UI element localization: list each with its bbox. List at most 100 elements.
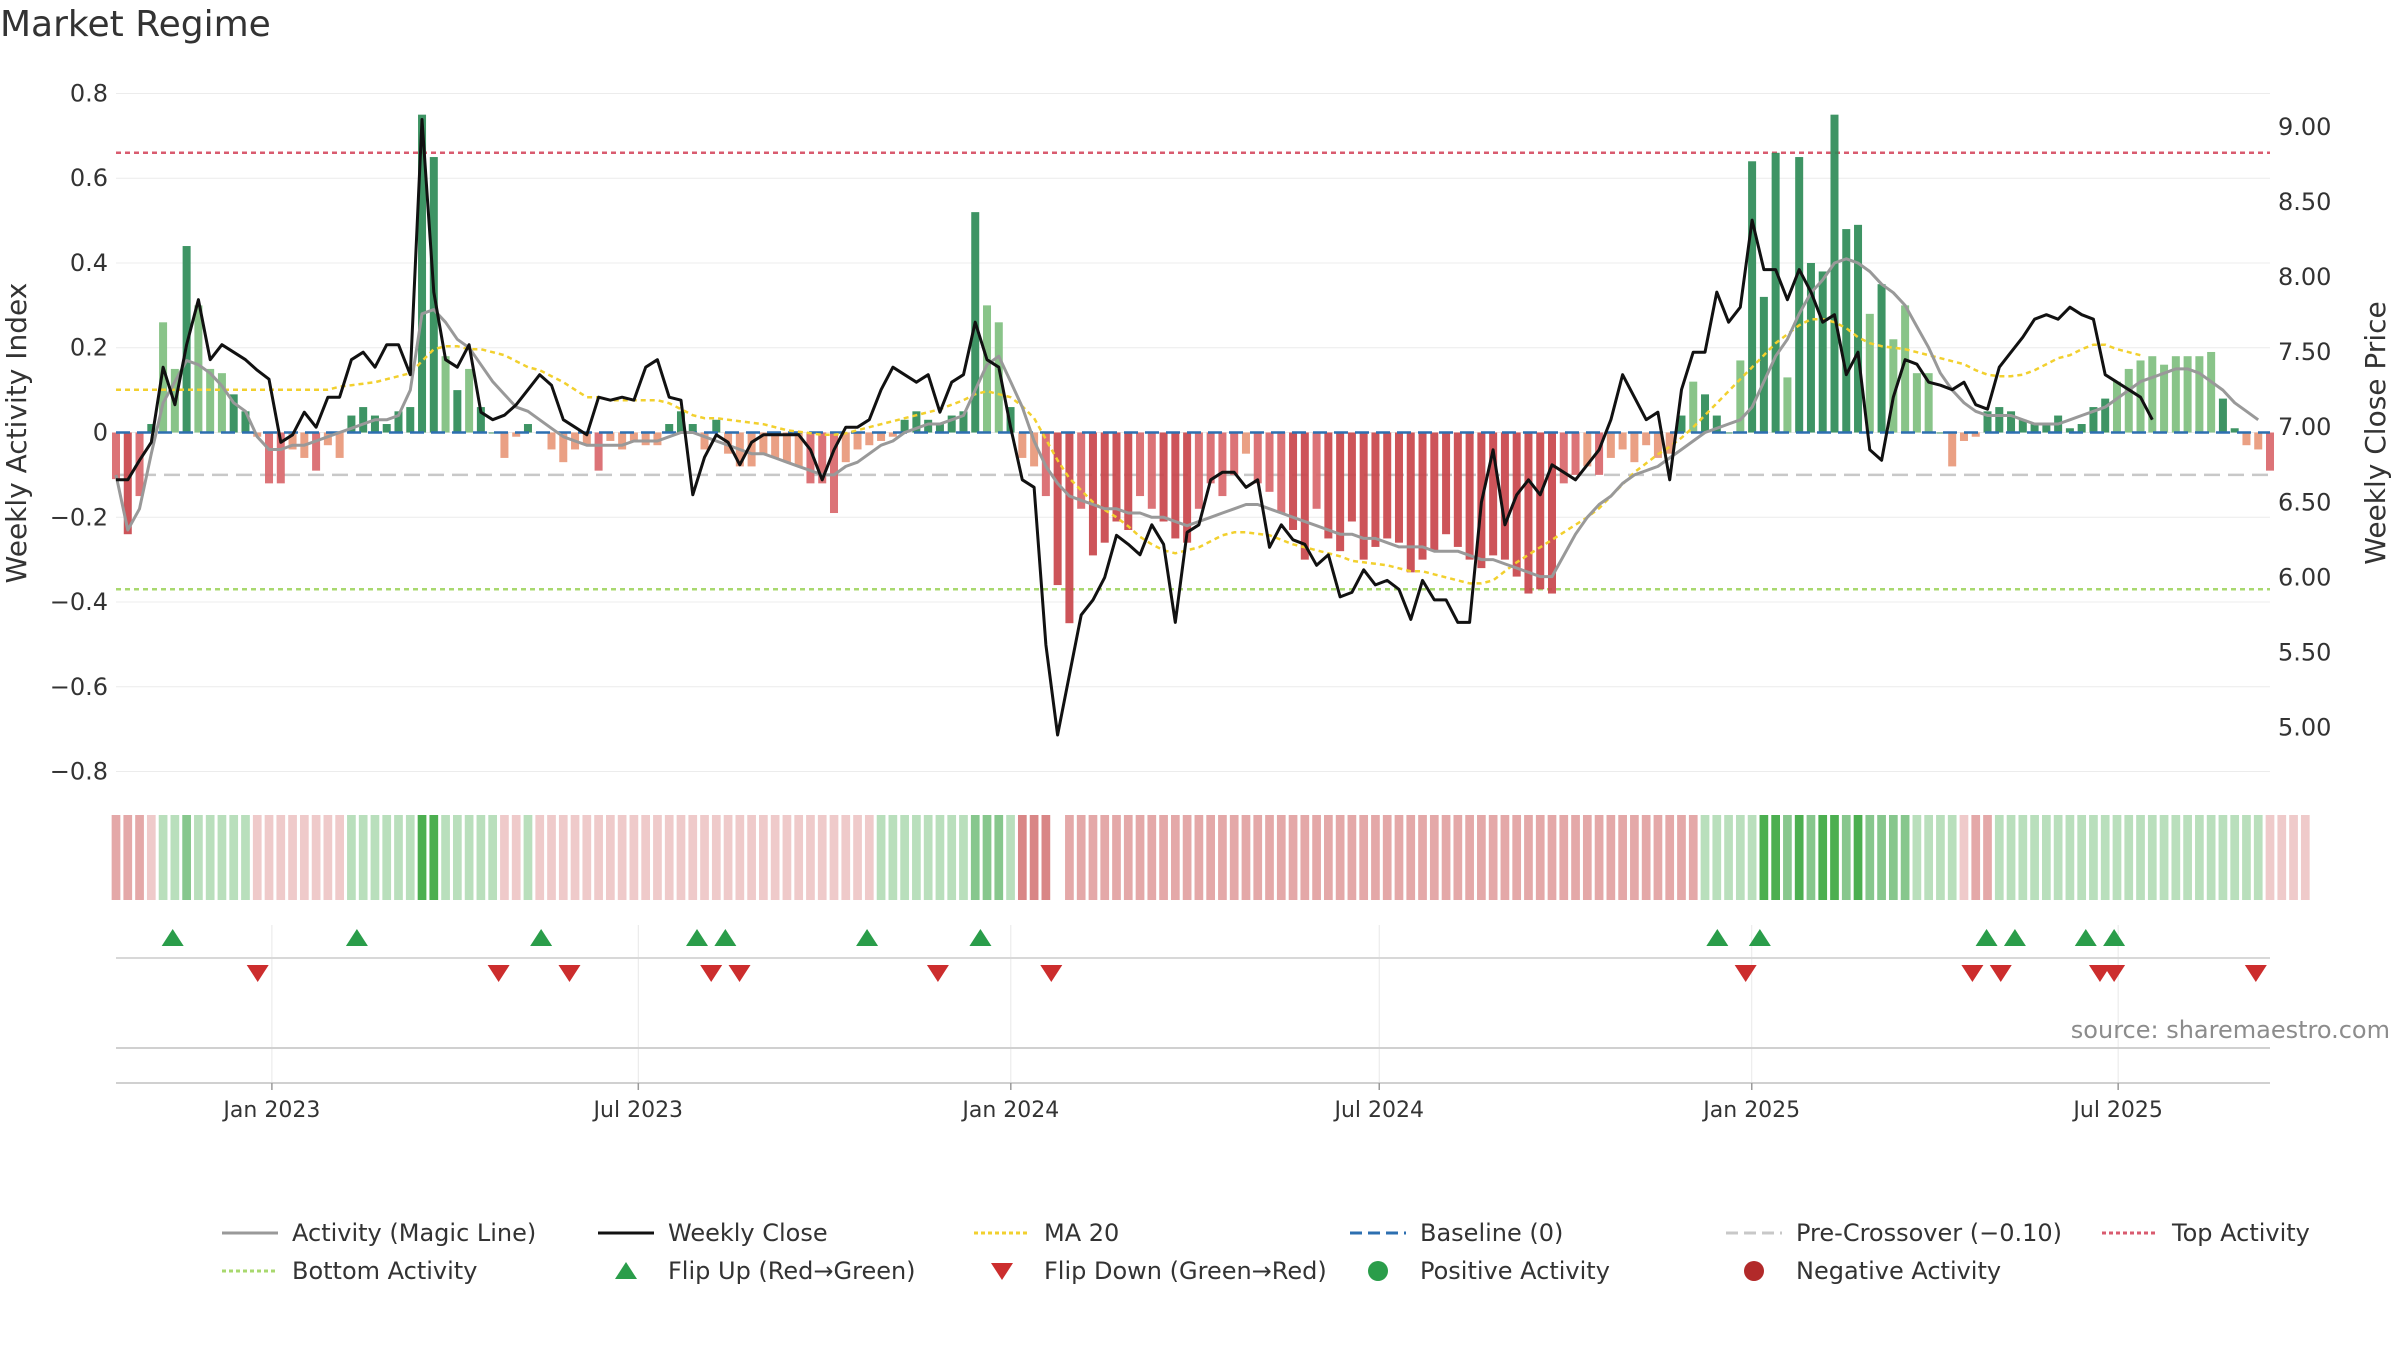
- regime-cell: [1229, 815, 1239, 900]
- activity-bar: [2007, 411, 2016, 433]
- activity-bar: [229, 394, 238, 433]
- activity-bar: [594, 432, 603, 471]
- regime-cell: [217, 815, 227, 900]
- activity-bar: [1771, 152, 1780, 433]
- legend-label: Weekly Close: [668, 1219, 828, 1247]
- regime-cell: [641, 815, 651, 900]
- regime-cell: [194, 815, 203, 900]
- regime-cell: [441, 815, 450, 900]
- weekly-close-line: [116, 118, 2154, 737]
- flip-down-marker: [1989, 965, 2012, 982]
- activity-bar: [123, 432, 132, 535]
- activity-bar: [983, 305, 992, 433]
- regime-cell: [888, 815, 898, 900]
- flip-down-marker: [558, 965, 581, 982]
- activity-bar: [418, 114, 427, 433]
- activity-bar: [1606, 432, 1615, 458]
- regime-cell: [1747, 815, 1757, 900]
- x-tick-label: Jan 2025: [1701, 1098, 1800, 1123]
- regime-cell: [488, 815, 498, 900]
- activity-bar: [476, 407, 485, 433]
- activity-bar: [2242, 432, 2251, 446]
- y2-tick-label: 6.00: [2278, 563, 2331, 591]
- regime-cell: [2230, 815, 2240, 900]
- regime-cell: [1100, 815, 1110, 900]
- regime-cell: [1853, 815, 1863, 900]
- activity-bar: [1359, 432, 1368, 560]
- regime-cell: [1712, 815, 1722, 900]
- source-note: source: sharemaestro.com: [2070, 1016, 2390, 1044]
- flip-down-marker: [487, 965, 510, 982]
- activity-bar: [1618, 432, 1627, 450]
- flip-up-marker: [1748, 929, 1771, 946]
- regime-cell: [2030, 815, 2039, 900]
- activity-bar: [2218, 398, 2227, 433]
- regime-cell: [629, 815, 639, 900]
- regime-cell: [1900, 815, 1910, 900]
- regime-cell: [1394, 815, 1404, 900]
- regime-cell: [511, 815, 521, 900]
- activity-bar: [1253, 432, 1262, 484]
- regime-cell: [1017, 815, 1027, 900]
- regime-cell: [1630, 815, 1639, 900]
- regime-cell: [1135, 815, 1145, 900]
- flip-up-marker: [1975, 929, 1998, 946]
- activity-bar: [2042, 424, 2051, 433]
- activity-bar: [194, 305, 203, 433]
- activity-bar: [453, 390, 462, 433]
- activity-bar: [1901, 305, 1910, 433]
- legend-label: Negative Activity: [1796, 1257, 2001, 1285]
- activity-bar: [1336, 432, 1345, 552]
- regime-cell: [1971, 815, 1981, 900]
- regime-cell: [900, 815, 909, 900]
- regime-cell: [1512, 815, 1522, 900]
- regime-cell: [970, 815, 980, 900]
- regime-cell: [252, 815, 262, 900]
- y-tick-label: −0.4: [50, 588, 108, 616]
- regime-cell: [1265, 815, 1274, 900]
- activity-bar: [1630, 432, 1639, 463]
- y2-tick-label: 8.50: [2278, 188, 2331, 216]
- activity-bar: [1948, 432, 1957, 467]
- regime-cell: [158, 815, 168, 900]
- regime-cell: [700, 815, 709, 900]
- regime-cell: [558, 815, 568, 900]
- regime-cell: [1794, 815, 1804, 900]
- activity-bar: [935, 424, 944, 433]
- activity-bar: [2160, 364, 2169, 433]
- regime-cell: [358, 815, 368, 900]
- regime-cell: [1065, 815, 1074, 900]
- regime-cell: [2171, 815, 2181, 900]
- regime-cell: [841, 815, 851, 900]
- regime-cell: [1312, 815, 1321, 900]
- regime-cell: [1347, 815, 1357, 900]
- activity-bar: [406, 407, 415, 433]
- regime-cell: [2265, 815, 2275, 900]
- regime-cell: [288, 815, 297, 900]
- regime-cell: [2053, 815, 2063, 900]
- activity-bar: [1924, 373, 1933, 433]
- activity-bar: [1112, 432, 1121, 522]
- regime-cell: [276, 815, 286, 900]
- activity-bar: [771, 432, 780, 458]
- regime-cell: [2124, 815, 2134, 900]
- regime-cell: [794, 815, 804, 900]
- activity-bar: [323, 432, 332, 446]
- regime-cell: [1665, 815, 1675, 900]
- regime-cell: [135, 815, 144, 900]
- regime-cell: [205, 815, 215, 900]
- activity-bar: [1312, 432, 1321, 509]
- activity-bar: [606, 432, 615, 441]
- activity-bar: [1854, 224, 1863, 433]
- regime-cell: [1783, 815, 1792, 900]
- flip-down-marker: [1734, 965, 1757, 982]
- activity-bar: [159, 322, 168, 433]
- regime-cell: [2289, 815, 2298, 900]
- x-tick-label: Jul 2024: [1332, 1098, 1424, 1123]
- activity-bar: [1806, 262, 1815, 433]
- regime-cell: [594, 815, 603, 900]
- regime-cell: [2195, 815, 2204, 900]
- activity-bar: [2148, 356, 2157, 433]
- activity-bar: [2254, 432, 2263, 450]
- regime-cell: [1382, 815, 1392, 900]
